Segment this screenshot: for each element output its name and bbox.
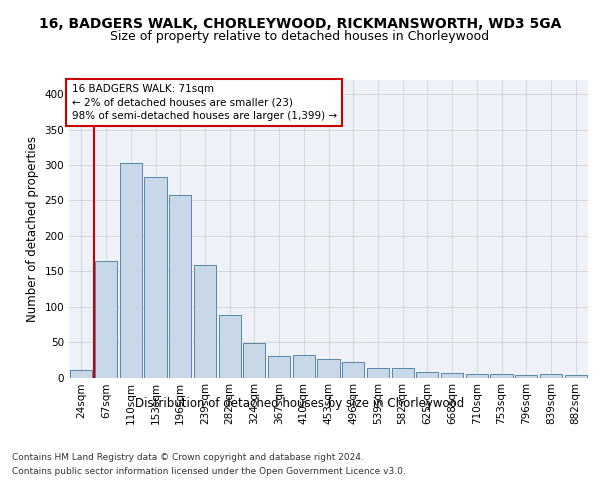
Text: Contains HM Land Registry data © Crown copyright and database right 2024.: Contains HM Land Registry data © Crown c… bbox=[12, 454, 364, 462]
Text: Contains public sector information licensed under the Open Government Licence v3: Contains public sector information licen… bbox=[12, 467, 406, 476]
Bar bbox=[95, 260, 117, 378]
Bar bbox=[293, 355, 315, 378]
Text: 16 BADGERS WALK: 71sqm
← 2% of detached houses are smaller (23)
98% of semi-deta: 16 BADGERS WALK: 71sqm ← 2% of detached … bbox=[71, 84, 337, 121]
Bar bbox=[119, 163, 142, 378]
Bar bbox=[342, 362, 364, 378]
Bar bbox=[515, 374, 538, 378]
Bar bbox=[565, 374, 587, 378]
Text: 16, BADGERS WALK, CHORLEYWOOD, RICKMANSWORTH, WD3 5GA: 16, BADGERS WALK, CHORLEYWOOD, RICKMANSW… bbox=[39, 18, 561, 32]
Bar bbox=[490, 374, 512, 378]
Bar bbox=[392, 368, 414, 378]
Text: Distribution of detached houses by size in Chorleywood: Distribution of detached houses by size … bbox=[136, 398, 464, 410]
Bar bbox=[145, 177, 167, 378]
Bar bbox=[441, 372, 463, 378]
Bar bbox=[243, 343, 265, 378]
Bar bbox=[70, 370, 92, 378]
Bar bbox=[169, 194, 191, 378]
Bar bbox=[218, 315, 241, 378]
Bar bbox=[268, 356, 290, 378]
Bar bbox=[540, 374, 562, 378]
Bar bbox=[194, 265, 216, 378]
Bar bbox=[367, 368, 389, 378]
Bar bbox=[317, 359, 340, 378]
Bar bbox=[466, 374, 488, 378]
Text: Size of property relative to detached houses in Chorleywood: Size of property relative to detached ho… bbox=[110, 30, 490, 43]
Y-axis label: Number of detached properties: Number of detached properties bbox=[26, 136, 39, 322]
Bar bbox=[416, 372, 439, 378]
